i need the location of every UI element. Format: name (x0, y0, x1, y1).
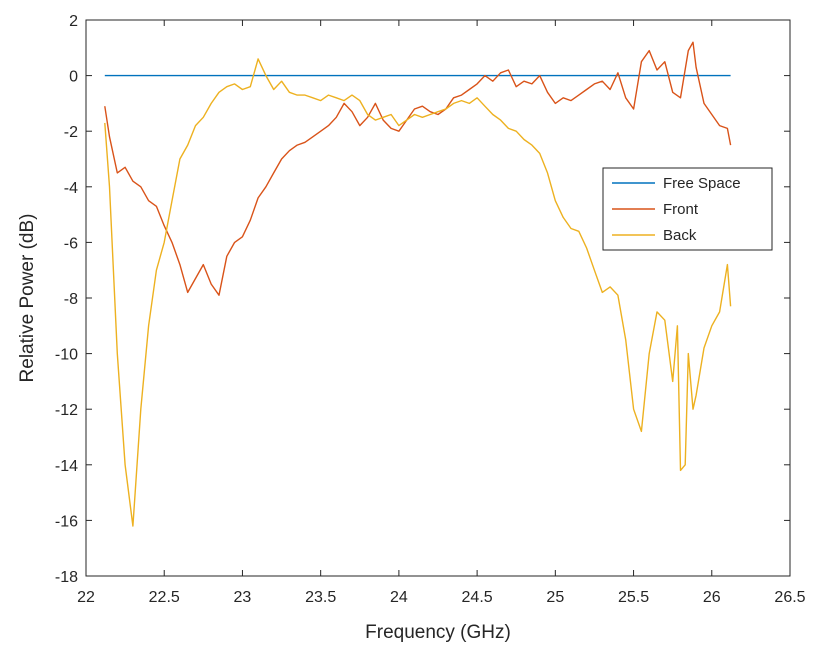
y-tick-label: -18 (55, 569, 78, 586)
series-line-front (104, 41, 732, 296)
x-tick-label: 23.5 (305, 589, 336, 606)
x-axis-label: Frequency (GHz) (365, 622, 511, 643)
legend-label-back: Back (663, 227, 697, 244)
x-tick-label: 24.5 (462, 589, 493, 606)
y-axis-label: Relative Power (dB) (17, 214, 38, 383)
y-tick-label: 2 (69, 13, 78, 30)
x-tick-label: 23 (234, 589, 252, 606)
x-tick-label: 26.5 (774, 589, 805, 606)
legend-label-free-space: Free Space (663, 175, 741, 192)
legend: Free Space Front Back (602, 167, 773, 251)
legend-label-front: Front (663, 201, 699, 218)
y-tick-label: -4 (64, 180, 78, 197)
x-tick-label: 26 (703, 589, 721, 606)
series-line-back (104, 58, 732, 527)
series-layer (104, 41, 732, 527)
x-tick-label: 22 (77, 589, 95, 606)
y-tick-label: -12 (55, 402, 78, 419)
y-tick-label: -14 (55, 458, 78, 475)
y-tick-label: -16 (55, 513, 78, 530)
x-tick-label: 22.5 (149, 589, 180, 606)
y-tick-label: -6 (64, 235, 78, 252)
plot-area (86, 20, 790, 576)
axis-ticks: 22 22.5 23 23.5 24 24.5 25 25.5 26 26.5 -18 -16 -14 -… (55, 13, 806, 606)
x-tick-label: 25 (546, 589, 564, 606)
x-tick-label: 25.5 (618, 589, 649, 606)
y-tick-label: -10 (55, 347, 78, 364)
y-tick-label: 0 (69, 69, 78, 86)
x-tick-label: 24 (390, 589, 408, 606)
y-tick-label: -2 (64, 124, 78, 141)
y-tick-label: -8 (64, 291, 78, 308)
